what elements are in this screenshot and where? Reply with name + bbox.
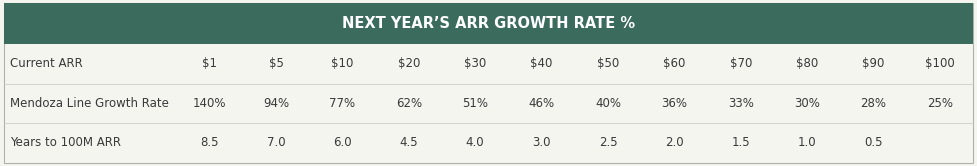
Text: $20: $20	[398, 57, 420, 70]
Text: 33%: 33%	[728, 97, 753, 110]
Text: 6.0: 6.0	[333, 136, 352, 149]
Text: $80: $80	[796, 57, 819, 70]
Text: 28%: 28%	[861, 97, 886, 110]
Text: 2.5: 2.5	[599, 136, 617, 149]
Text: 7.0: 7.0	[267, 136, 285, 149]
Text: Mendoza Line Growth Rate: Mendoza Line Growth Rate	[10, 97, 169, 110]
Text: 25%: 25%	[927, 97, 953, 110]
Text: 36%: 36%	[661, 97, 688, 110]
Bar	[4, 3, 973, 44]
Text: $10: $10	[331, 57, 354, 70]
Text: 4.0: 4.0	[466, 136, 485, 149]
Text: 51%: 51%	[462, 97, 488, 110]
Text: $70: $70	[730, 57, 752, 70]
Text: 30%: 30%	[794, 97, 820, 110]
Text: 1.5: 1.5	[732, 136, 750, 149]
Text: 1.0: 1.0	[798, 136, 817, 149]
Text: NEXT YEAR’S ARR GROWTH RATE %: NEXT YEAR’S ARR GROWTH RATE %	[342, 16, 635, 31]
Text: 46%: 46%	[529, 97, 555, 110]
Text: 140%: 140%	[192, 97, 227, 110]
Text: 8.5: 8.5	[200, 136, 219, 149]
Text: 0.5: 0.5	[865, 136, 883, 149]
Text: 40%: 40%	[595, 97, 621, 110]
Text: $60: $60	[663, 57, 686, 70]
Text: 2.0: 2.0	[665, 136, 684, 149]
Text: Current ARR: Current ARR	[10, 57, 82, 70]
Text: $30: $30	[464, 57, 487, 70]
Text: 94%: 94%	[263, 97, 289, 110]
Text: $5: $5	[269, 57, 283, 70]
Text: $90: $90	[863, 57, 885, 70]
Text: 62%: 62%	[396, 97, 422, 110]
Text: 4.5: 4.5	[400, 136, 418, 149]
Text: $1: $1	[202, 57, 217, 70]
Text: $40: $40	[531, 57, 553, 70]
Text: Years to 100M ARR: Years to 100M ARR	[10, 136, 121, 149]
Text: $100: $100	[925, 57, 955, 70]
Text: $50: $50	[597, 57, 619, 70]
Text: 3.0: 3.0	[532, 136, 551, 149]
Text: 77%: 77%	[329, 97, 356, 110]
